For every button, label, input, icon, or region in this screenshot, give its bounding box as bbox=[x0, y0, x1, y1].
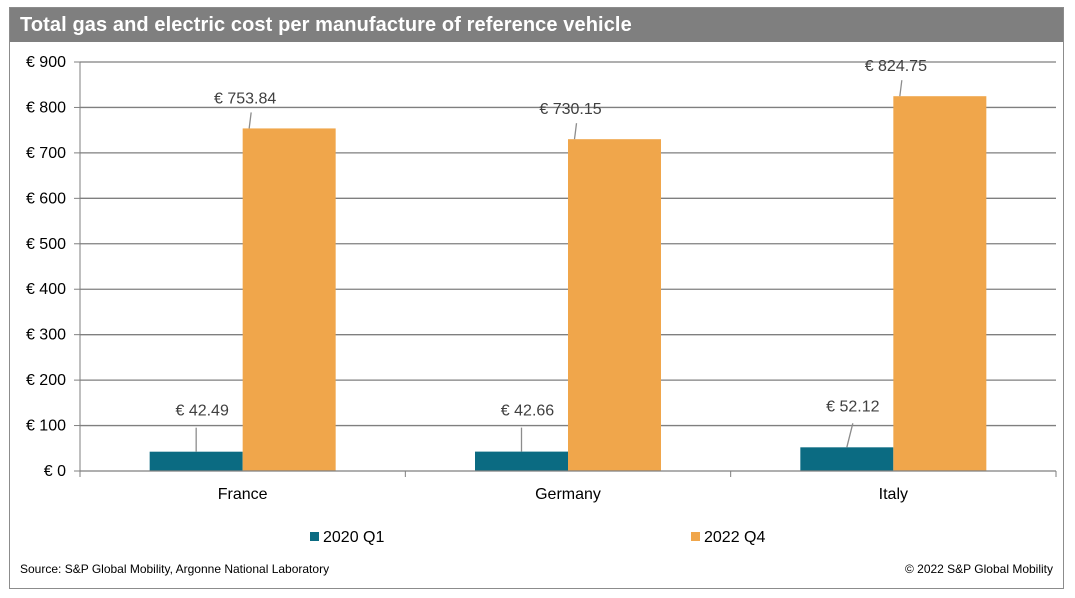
chart-title: Total gas and electric cost per manufact… bbox=[20, 14, 632, 36]
bar-2022-q4-italy bbox=[893, 96, 987, 471]
legend-label: 2020 Q1 bbox=[323, 529, 384, 546]
leader-line bbox=[248, 112, 252, 129]
data-label: € 42.49 bbox=[175, 403, 228, 420]
y-tick-label: € 200 bbox=[26, 372, 66, 389]
title-bar: Total gas and electric cost per manufact… bbox=[10, 8, 1063, 42]
bar-2022-q4-germany bbox=[568, 139, 661, 472]
data-label: € 753.84 bbox=[214, 90, 276, 107]
bar-2022-q4-france bbox=[242, 128, 336, 471]
x-category-label: France bbox=[218, 486, 268, 503]
source-note: Source: S&P Global Mobility, Argonne Nat… bbox=[20, 562, 330, 576]
bar-2020-q1-germany bbox=[475, 451, 568, 471]
y-tick-label: € 100 bbox=[26, 418, 66, 435]
x-axis: France Germany Italy bbox=[79, 470, 1057, 503]
x-category-label: Germany bbox=[535, 486, 601, 503]
data-label: € 730.15 bbox=[539, 101, 601, 118]
y-tick-label: € 0 bbox=[44, 463, 66, 480]
legend: 2020 Q1 2022 Q4 bbox=[310, 529, 765, 546]
leader-line bbox=[899, 80, 903, 97]
legend-swatch bbox=[310, 532, 319, 541]
copyright-note: © 2022 S&P Global Mobility bbox=[904, 562, 1053, 576]
leader-line bbox=[573, 123, 578, 140]
data-label: € 824.75 bbox=[865, 58, 927, 75]
y-tick-label: € 400 bbox=[26, 281, 66, 298]
y-tick-label: € 900 bbox=[26, 54, 66, 71]
legend-swatch bbox=[691, 532, 700, 541]
label-leader-lines bbox=[195, 80, 903, 452]
y-tick-label: € 800 bbox=[26, 99, 66, 116]
bar-chart: € 0 € 100 € 200 € 300 € 400 € 500 € 600 € 700 € … bbox=[26, 54, 1057, 546]
y-tick-label: € 700 bbox=[26, 145, 66, 162]
bar-2020-q1-italy bbox=[800, 447, 894, 471]
y-tick-label: € 600 bbox=[26, 190, 66, 207]
legend-label: 2022 Q4 bbox=[704, 529, 765, 546]
x-category-label: Italy bbox=[879, 486, 908, 503]
data-label: € 52.12 bbox=[826, 398, 879, 415]
leader-line bbox=[846, 423, 854, 448]
data-label: € 42.66 bbox=[501, 403, 554, 420]
y-tick-label: € 300 bbox=[26, 327, 66, 344]
chart-frame: Total gas and electric cost per manufact… bbox=[9, 7, 1064, 589]
bar-2020-q1-france bbox=[149, 451, 243, 471]
data-labels: € 42.49 € 753.84 € 42.66 € 730.15 € 52.12 € 8… bbox=[175, 58, 927, 419]
y-axis-ticks: € 0 € 100 € 200 € 300 € 400 € 500 € 600 € 700 € … bbox=[26, 54, 81, 480]
bars bbox=[149, 96, 987, 472]
y-tick-label: € 500 bbox=[26, 236, 66, 253]
